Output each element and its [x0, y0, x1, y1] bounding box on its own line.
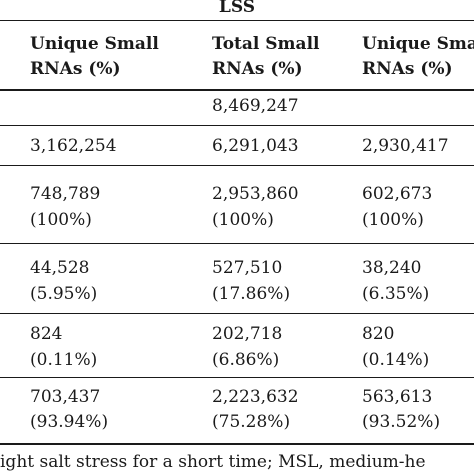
table-cell: 563,613 — [362, 387, 433, 407]
header-line2: RNAs (%) — [30, 59, 121, 79]
header-line1: Unique Small — [30, 34, 159, 54]
table-cell: 2,930,417 — [362, 136, 449, 156]
table-cell: 748,789 — [30, 184, 101, 204]
row-divider — [0, 243, 474, 244]
table-cell: 2,953,860 — [212, 184, 299, 204]
table-cell: 2,223,632 — [212, 387, 299, 407]
table-cell: 44,528 — [30, 258, 90, 278]
header-line1: Unique Sma — [362, 34, 474, 54]
table-cell: 6,291,043 — [212, 136, 299, 156]
header-rule-top — [0, 20, 474, 21]
row-divider — [0, 165, 474, 166]
header-line2: RNAs (%) — [212, 59, 303, 79]
row-divider — [0, 125, 474, 126]
table-cell-percent: (6.86%) — [212, 350, 280, 370]
table-cell: 602,673 — [362, 184, 433, 204]
header-line1: Total Small — [212, 34, 320, 54]
table-cell-percent: (93.52%) — [362, 412, 441, 432]
table-title: LSS — [218, 0, 256, 17]
table-cell-percent: (0.11%) — [30, 350, 98, 370]
header-rule-bottom — [0, 89, 474, 91]
table-footnote: ight salt stress for a short time; MSL, … — [0, 452, 426, 472]
row-divider — [0, 313, 474, 314]
table-cell-percent: (100%) — [362, 210, 424, 230]
table-cell: 8,469,247 — [212, 96, 299, 116]
table-cell-percent: (17.86%) — [212, 284, 291, 304]
table-cell: 202,718 — [212, 324, 283, 344]
table-cell: 703,437 — [30, 387, 101, 407]
table-cell-percent: (75.28%) — [212, 412, 291, 432]
table-cell: 3,162,254 — [30, 136, 117, 156]
table-cell-percent: (100%) — [30, 210, 92, 230]
table-cell-percent: (100%) — [212, 210, 274, 230]
table-cell-percent: (0.14%) — [362, 350, 430, 370]
row-divider — [0, 377, 474, 378]
table-bottom-rule — [0, 443, 474, 445]
header-line2: RNAs (%) — [362, 59, 453, 79]
table-cell: 824 — [30, 324, 63, 344]
table-cell: 820 — [362, 324, 395, 344]
table-cell: 38,240 — [362, 258, 422, 278]
table-cell-percent: (93.94%) — [30, 412, 109, 432]
table-cell-percent: (6.35%) — [362, 284, 430, 304]
table-cell: 527,510 — [212, 258, 283, 278]
table-cell-percent: (5.95%) — [30, 284, 98, 304]
